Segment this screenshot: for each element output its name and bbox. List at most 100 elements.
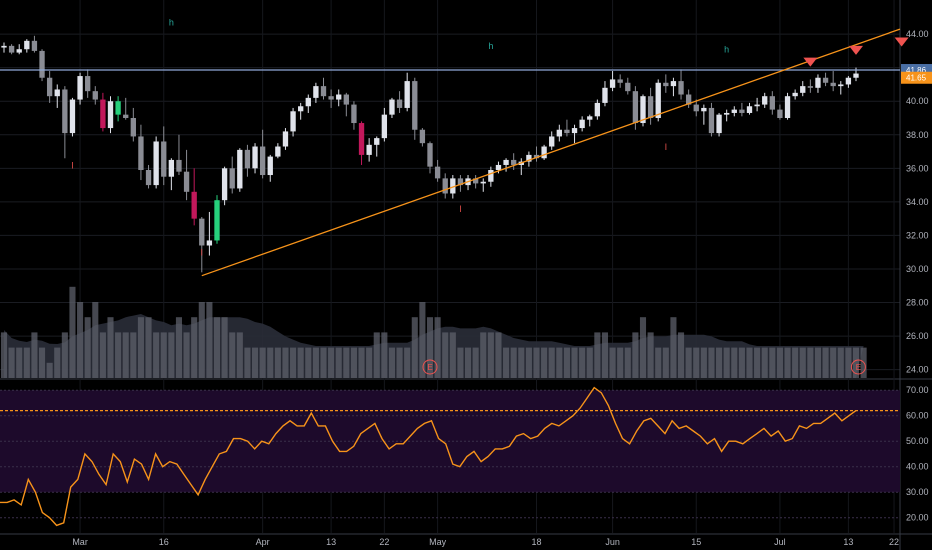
candle-body (480, 181, 486, 184)
volume-bar (183, 332, 190, 378)
time-tick-label: Jul (774, 537, 786, 547)
volume-bar (822, 347, 829, 378)
volume-bar (609, 347, 616, 378)
volume-bar (221, 317, 228, 378)
rsi-tick-label: 40.00 (906, 462, 929, 472)
candle-body (267, 156, 273, 176)
volume-bar (411, 317, 418, 378)
candle-body (412, 81, 418, 130)
volume-bar (457, 347, 464, 378)
candle-body (275, 146, 281, 157)
candle-body (701, 107, 707, 112)
candle-body (625, 82, 631, 92)
volume-bar (662, 347, 669, 378)
candle-body (663, 82, 669, 87)
candle-body (145, 170, 152, 186)
candle-body (549, 136, 555, 147)
candle-body (792, 92, 798, 97)
candles-layer (1, 35, 859, 273)
candle-body (92, 91, 98, 100)
candle-body (579, 119, 585, 129)
rsi-axis[interactable]: 70.00 60.00 50.00 40.00 30.00 20.00 (906, 385, 929, 523)
candle-body (762, 96, 768, 105)
candle-body (282, 131, 289, 147)
candle-body (206, 240, 213, 246)
time-tick-label: 13 (326, 537, 336, 547)
candle-body (450, 178, 456, 194)
volume-bar (495, 332, 502, 378)
volume-bar (335, 347, 342, 378)
volume-bar (38, 347, 46, 378)
candle-body (374, 138, 380, 145)
candle-body (358, 123, 365, 155)
volume-bar (175, 317, 183, 378)
time-tick-label: Apr (256, 537, 270, 547)
volume-bar (837, 347, 844, 378)
sell-signal-arrow (894, 37, 909, 47)
time-axis[interactable]: Mar16Apr1322May18Jun15Jul1322Au (72, 537, 932, 547)
candle-body (632, 91, 639, 124)
volume-bar (525, 347, 532, 378)
candle-body (526, 154, 532, 162)
volume-bar (84, 317, 91, 378)
candle-body (366, 144, 372, 155)
earnings-marker (850, 359, 866, 375)
candle-body (609, 79, 616, 88)
volume-bar (776, 347, 783, 378)
candle-body (807, 86, 814, 88)
candle-body (115, 101, 121, 115)
candle-body (130, 118, 136, 137)
price-tick-label: 30.00 (906, 264, 929, 274)
time-tick-label: May (429, 537, 447, 547)
candle-body (123, 114, 129, 118)
volume-bar (328, 347, 335, 378)
volume-bar (115, 332, 122, 378)
candle-body (305, 97, 311, 107)
candle-body (77, 76, 83, 100)
volume-bar (693, 347, 700, 378)
candle-body (191, 191, 197, 219)
candle-body (777, 109, 783, 118)
volume-bar (594, 332, 601, 378)
volume-bar (624, 347, 631, 378)
time-tick-label: 22 (379, 537, 389, 547)
candle-body (320, 86, 327, 97)
price-tick-label: 28.00 (906, 298, 929, 308)
time-tick-label: Mar (72, 537, 88, 547)
volume-bar (54, 347, 61, 378)
price-tick-label: 44.00 (906, 29, 929, 39)
volume-bar (518, 347, 525, 378)
candle-body (8, 45, 15, 53)
volume-bar (639, 317, 647, 378)
volume-layer (0, 286, 867, 378)
candle-body (229, 168, 235, 189)
candle-body (389, 99, 395, 115)
candle-body (313, 86, 319, 98)
candle-body (678, 81, 684, 95)
volume-bar (571, 347, 578, 378)
candle-body (39, 50, 45, 78)
candle-body (594, 102, 601, 117)
volume-bar (601, 332, 609, 378)
volume-bar (61, 332, 68, 378)
pivot-high-label: h (724, 45, 729, 55)
volume-bar (419, 302, 426, 378)
price-axis[interactable]: 44.0042.0040.0038.0036.0034.0032.0030.00… (901, 29, 932, 375)
volume-bar (731, 347, 738, 378)
volume-bar (8, 347, 15, 378)
volume-bar (366, 347, 373, 378)
volume-bar (617, 347, 624, 378)
candle-body (739, 109, 745, 113)
candle-body (404, 81, 410, 108)
volume-bar (716, 347, 723, 378)
pivot-low-label: l (459, 204, 461, 214)
candle-body (100, 99, 106, 129)
candle-body (845, 77, 852, 85)
volume-bar (198, 302, 205, 378)
sell-signal-arrow (803, 57, 818, 67)
volume-bar (388, 347, 396, 378)
volume-bar (99, 332, 106, 378)
volume-bar (23, 347, 30, 378)
candle-body (153, 141, 159, 186)
